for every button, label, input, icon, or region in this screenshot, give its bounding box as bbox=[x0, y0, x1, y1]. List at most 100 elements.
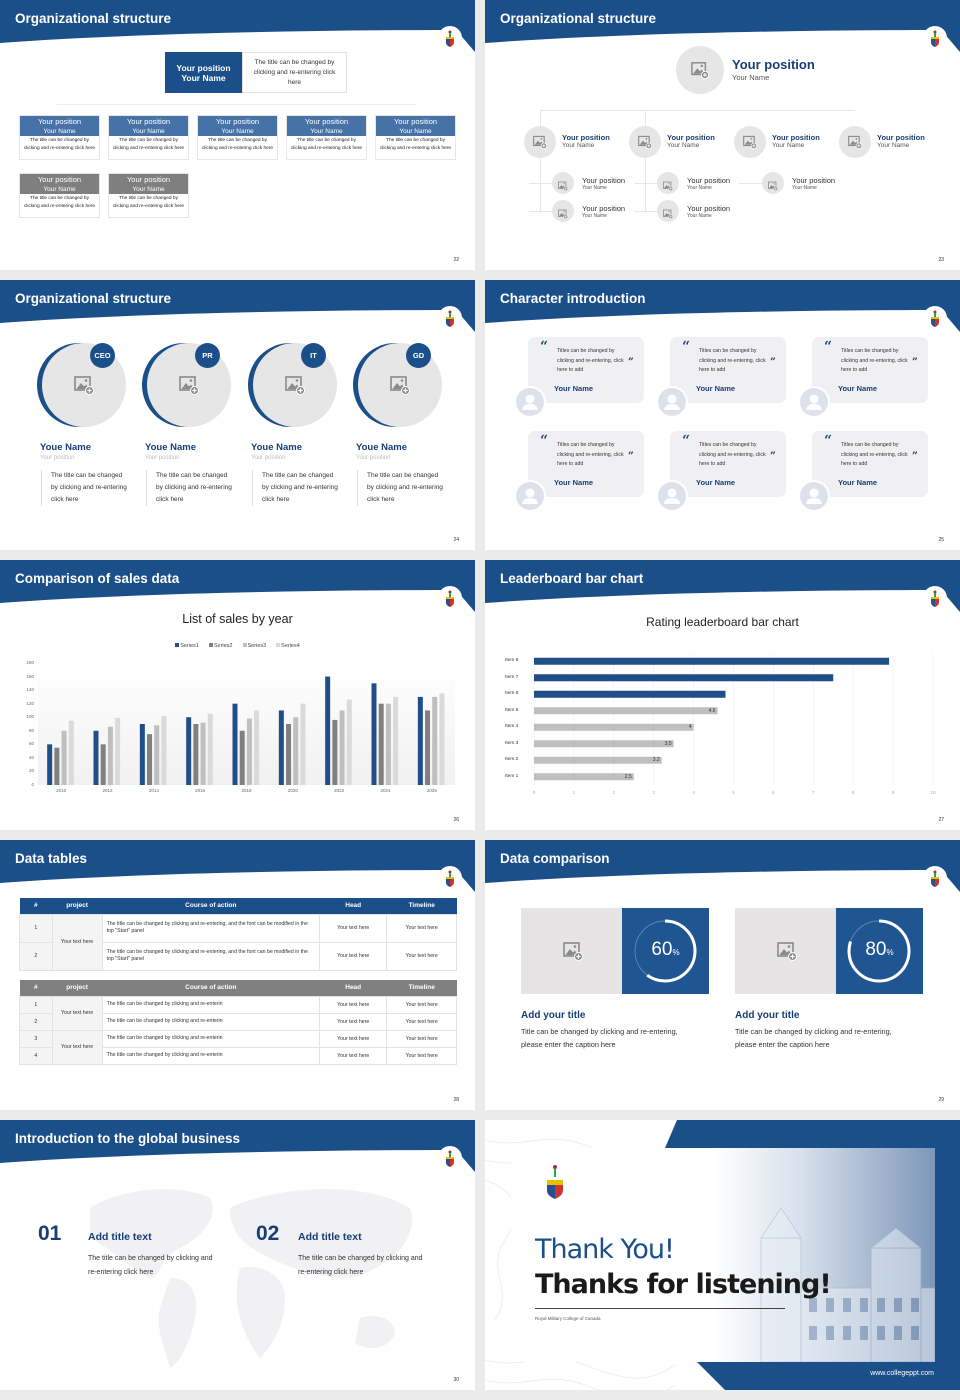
image-placeholder-icon[interactable] bbox=[743, 135, 757, 149]
image-placeholder-icon[interactable] bbox=[533, 135, 547, 149]
image-placeholder-icon[interactable] bbox=[848, 135, 862, 149]
row-number: 1 bbox=[19, 913, 53, 943]
y-tick-label: 40 bbox=[28, 754, 34, 760]
head-cell: Your text here bbox=[319, 1046, 388, 1065]
person-name: Youe Name bbox=[145, 442, 197, 453]
member-box[interactable]: Your position Your Name The title can be c… bbox=[286, 115, 367, 160]
tree-line bbox=[540, 110, 855, 111]
project-cell: Your text here bbox=[51, 995, 103, 1031]
photo-circle bbox=[657, 200, 679, 222]
slide-title: Organizational structure bbox=[15, 11, 172, 26]
top-photo-circle bbox=[676, 46, 724, 94]
bar-series2-2020 bbox=[286, 724, 292, 785]
image-placeholder-icon[interactable] bbox=[179, 375, 199, 395]
bar-series1-2022 bbox=[325, 676, 331, 785]
bar-series2-2024 bbox=[378, 703, 384, 785]
image-placeholder-icon[interactable] bbox=[74, 375, 94, 395]
person-position: Your position bbox=[145, 455, 180, 461]
x-tick-label: 2022 bbox=[334, 788, 345, 793]
thanks-for-listening: Thanks for listening! bbox=[535, 1269, 832, 1300]
member-box[interactable]: Your position Your Name The title can be c… bbox=[108, 173, 189, 218]
x-tick-label: 0 bbox=[532, 790, 536, 795]
website-url[interactable]: www.collegeppt.com bbox=[870, 1370, 934, 1377]
legend-swatch bbox=[208, 643, 213, 647]
card-name: Your Name bbox=[554, 478, 594, 487]
bar-item-8 bbox=[534, 657, 890, 665]
member-box[interactable]: Your position Your Name The title can be c… bbox=[108, 115, 189, 160]
image-placeholder-icon[interactable] bbox=[663, 206, 673, 219]
y-tick-label: 140 bbox=[26, 687, 34, 693]
row-number: 2 bbox=[19, 1012, 53, 1031]
divider bbox=[535, 1308, 785, 1309]
close-quote-icon: ” bbox=[770, 357, 776, 368]
y-tick-label: 0 bbox=[31, 782, 34, 787]
legend-swatch bbox=[242, 643, 247, 647]
name: Your Name bbox=[667, 142, 700, 149]
image-placeholder-icon[interactable] bbox=[768, 178, 778, 191]
quote-text: Titles can be changed by clicking and re… bbox=[699, 442, 766, 467]
person-description: The title can be changed by clicking and… bbox=[146, 470, 232, 506]
member-box[interactable]: Your position Your Name The title can be c… bbox=[375, 115, 456, 160]
quote-card[interactable]: “ Titles can be changed by clicking and r… bbox=[812, 431, 928, 497]
y-category-label: Item 1 bbox=[505, 773, 519, 779]
image-placeholder-icon[interactable] bbox=[777, 941, 797, 961]
y-tick-label: 80 bbox=[28, 727, 34, 733]
position: Your position bbox=[176, 63, 231, 73]
position: Your position bbox=[215, 117, 260, 126]
quote-card[interactable]: “ Titles can be changed by clicking and r… bbox=[528, 337, 644, 403]
image-placeholder-icon[interactable] bbox=[285, 375, 305, 395]
name: Your Name bbox=[399, 128, 432, 135]
column-header: Timeline bbox=[408, 902, 435, 910]
image-placeholder-icon[interactable] bbox=[691, 61, 709, 79]
y-category-label: Item 4 bbox=[505, 724, 519, 730]
legend-item: Series1 bbox=[175, 643, 199, 649]
image-placeholder-icon[interactable] bbox=[663, 178, 673, 191]
person-description: The title can be changed by clicking and… bbox=[252, 470, 338, 506]
member-box[interactable]: Your position Your Name The title can be c… bbox=[19, 115, 100, 160]
member-box[interactable]: Your position Your Name The title can be c… bbox=[19, 173, 100, 218]
image-placeholder-icon[interactable] bbox=[563, 941, 583, 961]
page-number: 27 bbox=[938, 817, 944, 823]
header-band bbox=[485, 560, 960, 620]
photo-circle bbox=[734, 126, 766, 158]
bar-series3-2010 bbox=[61, 730, 67, 785]
quote-card[interactable]: “ Titles can be changed by clicking and r… bbox=[812, 337, 928, 403]
bar-series3-2014 bbox=[154, 725, 160, 785]
position: Your position bbox=[582, 204, 626, 213]
image-placeholder-icon[interactable] bbox=[558, 206, 568, 219]
slide-30-global-business: Introduction to the global business 30 01 A… bbox=[0, 1120, 475, 1390]
top-position-box[interactable]: Your position Your Name bbox=[165, 52, 242, 93]
quote-card[interactable]: “ Titles can be changed by clicking and r… bbox=[670, 431, 786, 497]
position: Your position bbox=[562, 133, 610, 142]
x-tick-label: 2024 bbox=[380, 788, 391, 793]
bar-series2-2018 bbox=[239, 730, 245, 785]
image-placeholder-icon[interactable] bbox=[558, 178, 568, 191]
image-placeholder-icon[interactable] bbox=[638, 135, 652, 149]
quote-card[interactable]: “ Titles can be changed by clicking and r… bbox=[528, 431, 644, 497]
header-band bbox=[0, 840, 475, 900]
timeline-cell: Your text here bbox=[386, 913, 457, 943]
member-box[interactable]: Your position Your Name The title can be c… bbox=[197, 115, 278, 160]
college-crest-logo bbox=[438, 866, 462, 890]
bar-series3-2026 bbox=[432, 696, 438, 785]
slide-title: Data comparison bbox=[500, 851, 610, 866]
percent-panel: 80% bbox=[836, 908, 923, 994]
name: Your Name bbox=[43, 128, 76, 135]
thank-you-heading: Thank You! bbox=[535, 1234, 675, 1265]
slide-title: Introduction to the global business bbox=[15, 1131, 240, 1146]
y-tick-label: 160 bbox=[26, 673, 34, 679]
quote-card[interactable]: “ Titles can be changed by clicking and r… bbox=[670, 337, 786, 403]
chart-legend: Series1 Series2 Series3 Series4 bbox=[0, 643, 475, 649]
head-cell: Your text here bbox=[319, 941, 388, 971]
data-table: # project Course of action Head Timeline 1 You… bbox=[19, 898, 457, 971]
photo-circle bbox=[657, 172, 679, 194]
timeline-cell: Your text here bbox=[386, 1046, 457, 1065]
open-quote-icon: “ bbox=[682, 339, 691, 355]
person-position: Your position bbox=[40, 455, 75, 461]
header-band bbox=[485, 280, 960, 340]
image-placeholder-icon[interactable] bbox=[390, 375, 410, 395]
name: Your Name bbox=[181, 73, 226, 83]
avatar bbox=[514, 480, 546, 512]
connector-line bbox=[57, 104, 417, 105]
plot-area bbox=[38, 663, 455, 785]
